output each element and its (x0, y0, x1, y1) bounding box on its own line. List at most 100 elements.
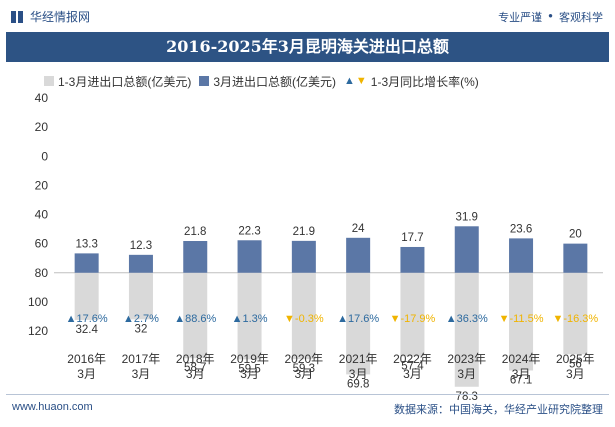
bar-cumulative (237, 272, 262, 360)
y-tick-label: 40 (35, 91, 49, 105)
x-tick-label: 2020年 3月 (284, 352, 323, 381)
data-label-monthly: 31.9 (456, 211, 478, 223)
x-tick-label: 2016年 3月 (67, 352, 106, 381)
y-tick-label: 60 (35, 237, 49, 251)
data-label-cumulative: 56 (569, 358, 582, 370)
y-tick-label: 100 (28, 295, 48, 309)
data-label-monthly: 21.8 (184, 226, 206, 238)
x-tick-label-line: 2016年 (67, 352, 106, 366)
x-tick-label: 2024年 3月 (502, 352, 541, 381)
x-tick-label-line: 3月 (512, 367, 531, 381)
legend-label-cumulative: 1-3月进出口总额(亿美元) (58, 74, 192, 89)
growth-label: ▼-16.3% (552, 313, 598, 325)
legend-item-cumulative: 1-3月进出口总额(亿美元) (44, 73, 191, 90)
growth-label: ▲17.6% (337, 313, 379, 325)
data-label-cumulative: 32.4 (75, 324, 98, 336)
tagline: 专业严谨 ● 客观科学 (498, 9, 603, 25)
x-tick-label: 2025年 3月 (556, 352, 595, 381)
x-tick-label: 2019年 3月 (230, 352, 269, 381)
bar-monthly (400, 246, 425, 273)
brand-logo-icon (10, 10, 24, 24)
x-tick-label-line: 3月 (77, 367, 96, 381)
y-tick-label: 120 (28, 324, 48, 338)
growth-label: ▲1.3% (232, 313, 268, 325)
tagline-right: 客观科学 (559, 12, 603, 24)
data-label-monthly: 12.3 (130, 240, 152, 252)
growth-label: ▼-0.3% (284, 313, 324, 325)
legend-up-triangle-icon: ▲ (344, 75, 355, 87)
x-tick-label-line: 3月 (566, 367, 585, 381)
bar-monthly (237, 240, 262, 273)
x-tick-label-line: 3月 (457, 367, 476, 381)
x-tick-label-line: 2018年 (176, 352, 215, 366)
data-label-cumulative: 67.1 (510, 374, 532, 386)
bar-cumulative (454, 272, 479, 387)
brand: 华经情报网 (10, 8, 90, 25)
x-tick-label-line: 2021年 (339, 352, 378, 366)
bar-monthly (563, 243, 588, 273)
legend-item-monthly: 3月进出口总额(亿美元) (199, 73, 336, 90)
data-label-monthly: 21.9 (293, 226, 315, 238)
x-tick-label-line: 3月 (349, 367, 368, 381)
bar-cumulative (346, 272, 371, 375)
data-label-monthly: 13.3 (75, 238, 97, 250)
x-tick-label: 2022年 3月 (393, 352, 432, 381)
x-tick-label: 2023年 3月 (447, 352, 486, 381)
footer-divider (6, 394, 609, 395)
legend-label-monthly: 3月进出口总额(亿美元) (213, 74, 337, 89)
data-label-monthly: 17.7 (401, 232, 423, 244)
y-tick-label: 20 (35, 178, 49, 192)
bar-monthly (291, 240, 316, 273)
x-tick-label-line: 2020年 (284, 352, 323, 366)
x-tick-label: 2021年 3月 (339, 352, 378, 381)
y-tick-label: 20 (35, 120, 49, 134)
tagline-separator: ● (548, 11, 553, 20)
bar-monthly (128, 254, 153, 273)
legend-label-growth: 1-3月同比增长率(%) (370, 74, 479, 89)
bar-cumulative (563, 272, 588, 355)
data-label-cumulative: 59.3 (293, 363, 315, 375)
x-tick-label: 2018年 3月 (176, 352, 215, 381)
growth-label: ▲88.6% (174, 313, 216, 325)
legend-swatch-cumulative (44, 76, 54, 86)
y-tick-label: 80 (35, 266, 49, 280)
y-tick-label: 0 (41, 149, 48, 163)
tagline-left: 专业严谨 (498, 12, 543, 24)
title-bar: 2016-2025年3月昆明海关进出口总额 (6, 32, 609, 62)
top-bar: 华经情报网 专业严谨 ● 客观科学 (0, 0, 615, 32)
x-tick-label-line: 3月 (240, 367, 259, 381)
data-label-cumulative: 59.5 (238, 363, 260, 375)
bar-monthly (509, 238, 534, 273)
x-tick-label-line: 2017年 (122, 352, 161, 366)
growth-label: ▲17.6% (66, 313, 108, 325)
legend-item-growth: ▲ ▼ 1-3月同比增长率(%) (344, 73, 479, 90)
data-label-cumulative: 78.3 (456, 391, 478, 403)
x-tick-label: 2017年 3月 (122, 352, 161, 381)
bar-monthly (183, 241, 208, 273)
x-tick-label-line: 3月 (295, 367, 314, 381)
growth-label: ▲36.3% (446, 313, 488, 325)
x-tick-label-line: 2023年 (447, 352, 486, 366)
footer-source: 数据来源：中国海关，华经产业研究院整理 (394, 404, 603, 416)
bar-cumulative (183, 272, 208, 359)
x-tick-label-line: 3月 (403, 367, 422, 381)
data-label-cumulative: 58.7 (184, 362, 206, 374)
bar-cumulative (400, 272, 425, 357)
bar-monthly (74, 253, 99, 273)
data-label-cumulative: 32 (135, 323, 148, 335)
growth-label: ▼-17.9% (390, 313, 436, 325)
legend-swatch-monthly (199, 76, 210, 86)
data-label-monthly: 22.3 (238, 225, 260, 237)
bar-monthly (346, 237, 371, 273)
x-tick-label-line: 2022年 (393, 352, 432, 366)
brand-name: 华经情报网 (30, 10, 91, 24)
x-tick-label-line: 3月 (132, 367, 151, 381)
growth-label: ▲2.7% (123, 313, 159, 325)
footer-website: www.huaon.com (12, 401, 93, 413)
bar-monthly (454, 226, 479, 273)
data-label-cumulative: 69.8 (347, 378, 369, 390)
growth-label: ▼-11.5% (499, 313, 544, 325)
x-tick-label-line: 2019年 (230, 352, 269, 366)
x-tick-label-line: 2025年 (556, 352, 595, 366)
